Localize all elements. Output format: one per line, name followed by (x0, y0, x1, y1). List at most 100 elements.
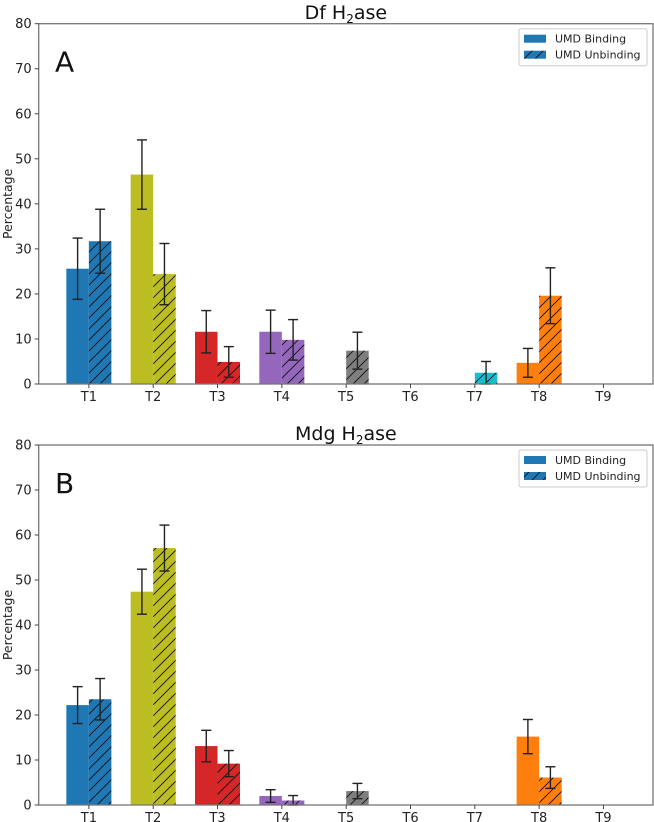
legend: UMD Binding UMD Unbinding (518, 28, 648, 67)
legend-swatch-binding (524, 34, 546, 43)
error-bar-t2-binding (136, 568, 147, 615)
y-tick-label: 40 (15, 619, 32, 634)
chart-b: Mdg H2ase 0 10 20 30 40 50 60 70 80 T1 T2 T3 T4 T5 T6 T7… (0, 423, 654, 822)
x-tick-label: T1 (80, 811, 97, 822)
y-tick-label: 80 (15, 17, 32, 32)
x-tick-label: T4 (273, 811, 290, 822)
y-tick-label: 60 (15, 529, 32, 544)
error-bar-t5-unbinding (352, 782, 363, 800)
y-axis-label: Percentage (0, 168, 15, 239)
error-bar-t8-unbinding (545, 766, 556, 790)
bar-t8-binding (516, 736, 540, 805)
bar-t3-binding (195, 746, 218, 805)
panel-label: B (55, 467, 74, 500)
bar-t3-binding (195, 331, 218, 384)
y-tick-label: 20 (15, 709, 32, 724)
y-tick-label: 10 (15, 754, 32, 769)
y-tick-label: 0 (23, 799, 31, 814)
legend-swatch-unbinding (524, 50, 546, 59)
bar-t2-binding (130, 591, 154, 805)
bar-t1-binding (66, 268, 89, 384)
error-bar-t2-unbinding (159, 524, 170, 572)
y-tick-label: 10 (15, 332, 32, 347)
error-bar-t3-unbinding (223, 345, 234, 378)
y-tick-label: 70 (15, 484, 32, 499)
legend-swatch-unbinding (524, 472, 546, 480)
x-tick-label: T6 (401, 390, 418, 405)
legend-box (518, 449, 648, 488)
error-bar-t8-binding (522, 347, 533, 378)
error-bar-t4-binding (265, 309, 276, 355)
legend-swatch-binding (524, 456, 546, 464)
error-bar-t2-binding (136, 139, 147, 210)
error-bar-t8-unbinding (545, 267, 556, 325)
legend-label: UMD Binding (555, 33, 626, 46)
chart-title: Df H2ase (305, 2, 388, 26)
chart-title-rest: ase (363, 423, 396, 445)
error-bar-t4-unbinding (288, 318, 299, 361)
chart-title-main: Mdg H (295, 423, 356, 445)
error-bar-t8-binding (522, 718, 533, 755)
error-bar-t5-unbinding (352, 331, 363, 370)
panel-label: A (55, 46, 74, 79)
error-bar-t1-binding (72, 237, 83, 301)
chart-title: Mdg H2ase (295, 423, 397, 447)
x-tick-label: T2 (144, 811, 161, 822)
x-tick-label: T1 (80, 390, 97, 405)
y-tick-label: 50 (15, 574, 32, 589)
chart-title-rest: ase (354, 2, 387, 24)
error-bar-t3-unbinding (223, 749, 234, 778)
error-bar-t1-unbinding (95, 677, 106, 721)
bar-t1-unbinding (88, 699, 112, 805)
y-tick-label: 0 (23, 378, 31, 393)
y-tick-label: 30 (15, 242, 32, 257)
legend: UMD Binding UMD Unbinding (518, 449, 648, 488)
x-tick-label: T8 (530, 390, 547, 405)
bar-t2-unbinding (153, 548, 176, 805)
x-tick-label: T3 (208, 811, 225, 822)
x-tick-label: T6 (401, 811, 418, 822)
legend-label: UMD Binding (555, 454, 626, 467)
y-tick-label: 50 (15, 152, 32, 167)
chart-title-subscript: 2 (346, 12, 354, 26)
bar-t8-unbinding (539, 295, 562, 384)
legend-label: UMD Unbinding (555, 470, 641, 483)
bar-t8-unbinding (539, 777, 562, 805)
x-tick-label: T9 (594, 811, 611, 822)
error-bar-t1-unbinding (95, 208, 106, 274)
bar-t1-binding (66, 705, 89, 805)
error-bar-t3-binding (201, 729, 212, 763)
x-tick-label: T3 (208, 390, 225, 405)
error-bar-t4-binding (265, 789, 276, 803)
bar-t4-unbinding (281, 339, 305, 384)
bar-t2-unbinding (153, 274, 176, 384)
error-bar-t3-binding (201, 309, 212, 354)
x-tick-label: T4 (273, 390, 290, 405)
chart-title-main: Df H (305, 2, 347, 24)
chart-title-subscript: 2 (356, 433, 364, 447)
y-tick-label: 70 (15, 62, 32, 77)
x-tick-label: T7 (466, 390, 483, 405)
bar-t4-binding (259, 331, 282, 384)
y-tick-label: 40 (15, 197, 32, 212)
x-tick-label: T5 (337, 811, 354, 822)
y-tick-label: 80 (15, 439, 32, 454)
error-bar-t1-binding (72, 685, 83, 725)
bar-t2-binding (130, 174, 154, 384)
y-axis-label: Percentage (0, 590, 15, 661)
y-tick-label: 30 (15, 664, 32, 679)
x-tick-label: T2 (144, 390, 161, 405)
chart-a: Df H2ase 0 10 20 30 40 50 60 70 80 T1 T2 T3 T4 T5 T6 T7 T… (0, 2, 654, 405)
bar-t1-unbinding (88, 241, 112, 384)
x-tick-label: T5 (337, 390, 354, 405)
x-tick-label: T8 (530, 811, 547, 822)
y-tick-label: 20 (15, 287, 32, 302)
x-tick-label: T9 (594, 390, 611, 405)
bar-t3-unbinding (217, 763, 241, 805)
error-bar-t2-unbinding (159, 242, 170, 306)
legend-box (518, 28, 648, 67)
x-tick-label: T7 (466, 811, 483, 822)
y-tick-label: 60 (15, 107, 32, 122)
legend-label: UMD Unbinding (555, 49, 641, 62)
